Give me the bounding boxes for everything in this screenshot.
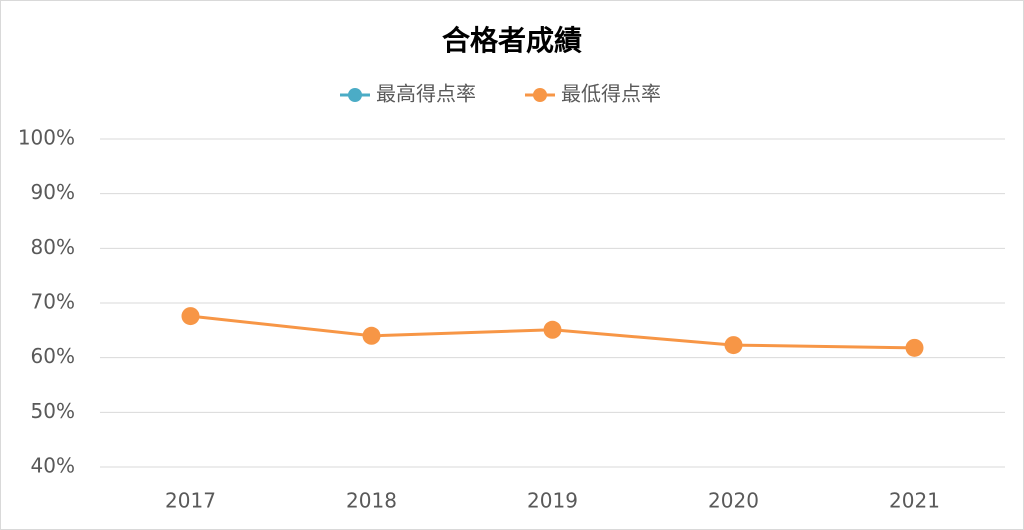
data-point bbox=[362, 326, 381, 345]
legend-label: 最低得点率 bbox=[561, 82, 661, 106]
y-tick-label: 50% bbox=[31, 399, 75, 423]
legend-label: 最高得点率 bbox=[376, 82, 476, 106]
data-point bbox=[543, 320, 562, 339]
y-tick-label: 100% bbox=[18, 126, 75, 150]
x-tick-label: 2019 bbox=[527, 489, 578, 513]
y-tick-label: 70% bbox=[31, 290, 75, 314]
data-point bbox=[181, 307, 200, 326]
x-tick-label: 2018 bbox=[346, 489, 397, 513]
x-tick-label: 2017 bbox=[165, 489, 216, 513]
data-point bbox=[905, 338, 924, 357]
chart-title: 合格者成績 bbox=[442, 24, 582, 57]
y-tick-label: 80% bbox=[31, 235, 75, 259]
data-point bbox=[724, 336, 743, 355]
y-tick-label: 40% bbox=[31, 454, 75, 478]
y-tick-label: 90% bbox=[31, 180, 75, 204]
y-tick-label: 60% bbox=[31, 344, 75, 368]
legend-marker bbox=[533, 88, 547, 102]
legend-marker bbox=[348, 88, 362, 102]
x-tick-label: 2020 bbox=[708, 489, 759, 513]
x-tick-label: 2021 bbox=[889, 489, 940, 513]
